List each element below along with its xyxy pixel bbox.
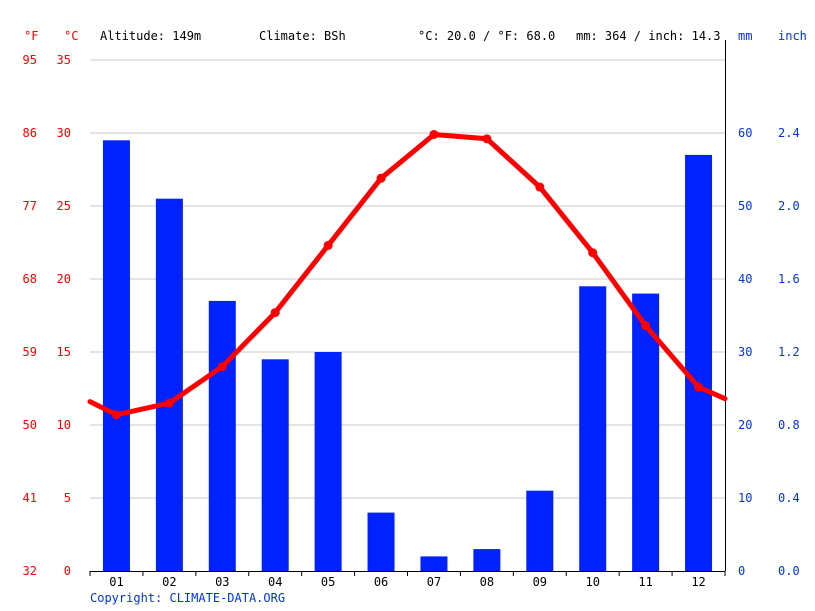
precipitation-bar-02 <box>155 198 183 571</box>
precipitation-bar-10 <box>579 286 607 571</box>
right-unit-mm: mm <box>738 29 752 43</box>
precipitation-bar-09 <box>526 490 554 571</box>
fahrenheit-tick-label: 41 <box>23 491 37 505</box>
left-unit-c: °C <box>64 29 78 43</box>
temperature-average-label: °C: 20.0 / °F: 68.0 <box>418 29 555 43</box>
axis-labels: 32 0 41 5 50 10 59 15 68 20 77 25 86 30 95 35 0 0.0 10 0.4 2… <box>23 53 800 589</box>
inch-tick-label: 2.0 <box>778 199 800 213</box>
mm-tick-label: 20 <box>738 418 752 432</box>
celsius-tick-label: 30 <box>57 126 71 140</box>
fahrenheit-tick-label: 95 <box>23 53 37 67</box>
month-label-12: 12 <box>691 575 705 589</box>
mm-tick-label: 30 <box>738 345 752 359</box>
mm-tick-label: 40 <box>738 272 752 286</box>
precipitation-bar-07 <box>420 556 448 571</box>
inch-tick-label: 0.8 <box>778 418 800 432</box>
left-unit-f: °F <box>24 29 38 43</box>
temperature-point-09 <box>535 182 545 192</box>
inch-tick-label: 0.4 <box>778 491 800 505</box>
celsius-tick-label: 10 <box>57 418 71 432</box>
temperature-point-02 <box>164 398 174 408</box>
fahrenheit-tick-label: 68 <box>23 272 37 286</box>
temperature-line <box>87 129 728 420</box>
temperature-point-11 <box>641 321 651 331</box>
mm-tick-label: 0 <box>738 564 745 578</box>
precipitation-bar-04 <box>261 359 289 571</box>
month-label-05: 05 <box>321 575 335 589</box>
precipitation-bar-01 <box>102 140 130 572</box>
fahrenheit-tick-label: 59 <box>23 345 37 359</box>
month-label-09: 09 <box>533 575 547 589</box>
temperature-point-07 <box>429 129 439 139</box>
month-label-06: 06 <box>374 575 388 589</box>
month-label-02: 02 <box>162 575 176 589</box>
precipitation-bar-03 <box>208 300 236 571</box>
month-label-04: 04 <box>268 575 282 589</box>
precipitation-total-label: mm: 364 / inch: 14.3 <box>576 29 721 43</box>
celsius-tick-label: 5 <box>64 491 71 505</box>
month-label-03: 03 <box>215 575 229 589</box>
mm-tick-label: 60 <box>738 126 752 140</box>
month-label-10: 10 <box>585 575 599 589</box>
celsius-tick-label: 25 <box>57 199 71 213</box>
celsius-tick-label: 15 <box>57 345 71 359</box>
temperature-point-05 <box>323 240 333 250</box>
fahrenheit-tick-label: 86 <box>23 126 37 140</box>
fahrenheit-tick-label: 77 <box>23 199 37 213</box>
precipitation-bar-08 <box>473 549 501 571</box>
fahrenheit-tick-label: 32 <box>23 564 37 578</box>
inch-tick-label: 0.0 <box>778 564 800 578</box>
temperature-polyline <box>87 132 728 418</box>
inch-tick-label: 2.4 <box>778 126 800 140</box>
precipitation-bars <box>102 140 713 572</box>
celsius-tick-label: 0 <box>64 564 71 578</box>
temperature-point-12 <box>694 382 704 392</box>
mm-tick-label: 50 <box>738 199 752 213</box>
climate-label: Climate: BSh <box>259 29 346 43</box>
precipitation-bar-12 <box>685 154 713 571</box>
precipitation-bar-05 <box>314 352 342 571</box>
right-unit-inch: inch <box>778 29 807 43</box>
precipitation-bar-06 <box>367 512 395 571</box>
celsius-tick-label: 35 <box>57 53 71 67</box>
temperature-point-03 <box>217 362 227 372</box>
month-label-08: 08 <box>480 575 494 589</box>
gridlines <box>90 59 725 499</box>
axes <box>89 40 726 576</box>
temperature-point-01 <box>111 410 121 420</box>
mm-tick-label: 10 <box>738 491 752 505</box>
temperature-point-08 <box>482 134 492 144</box>
month-label-07: 07 <box>427 575 441 589</box>
inch-tick-label: 1.6 <box>778 272 800 286</box>
month-label-11: 11 <box>638 575 652 589</box>
temperature-point-04 <box>270 308 280 318</box>
celsius-tick-label: 20 <box>57 272 71 286</box>
temperature-point-10 <box>588 248 598 258</box>
temperature-point-06 <box>376 173 386 183</box>
copyright-text[interactable]: Copyright: CLIMATE-DATA.ORG <box>90 591 286 605</box>
inch-tick-label: 1.2 <box>778 345 800 359</box>
altitude-label: Altitude: 149m <box>100 29 201 43</box>
month-label-01: 01 <box>109 575 123 589</box>
fahrenheit-tick-label: 50 <box>23 418 37 432</box>
